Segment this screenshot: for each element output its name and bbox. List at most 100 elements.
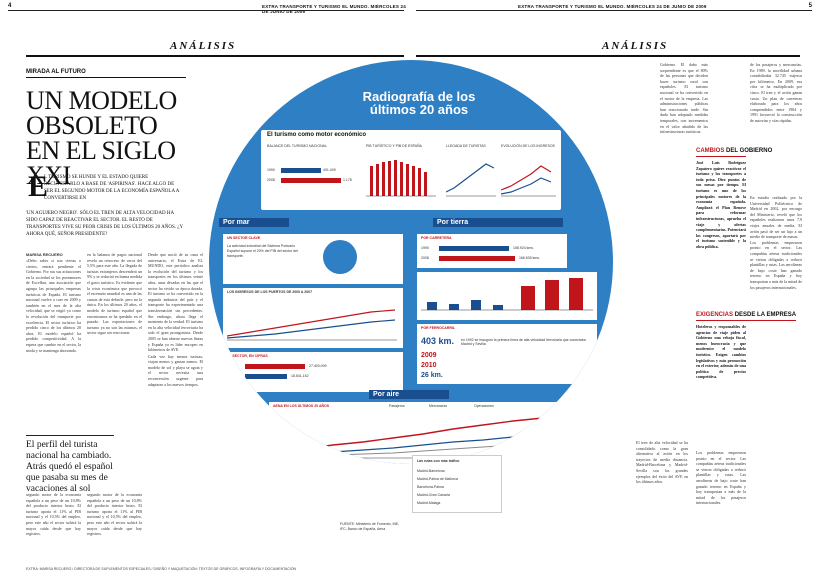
- sector-label: UN SECTOR CLAVE: [227, 236, 261, 240]
- infographic-title: Radiografía de los últimos 20 años: [362, 89, 476, 117]
- regions-chart: [421, 278, 593, 311]
- column-text: Los problemas empezaron pronto en el sec…: [750, 239, 802, 290]
- header-rule: [8, 10, 404, 11]
- credits: EXTRA: MARISA RECUERO / DIRECTORA DE SUP…: [26, 567, 297, 571]
- column-text: Gobierno. El daño más sorprendente es qu…: [660, 62, 708, 135]
- ports-chart: [227, 309, 397, 341]
- column-text: Cada vez hay menos turistas, viajan meno…: [148, 353, 203, 387]
- balance-bar-2008: [281, 178, 341, 183]
- cambios-label: CAMBIOS DEL GOBIERNO: [696, 148, 772, 154]
- road-year: 2008: [421, 256, 429, 260]
- pib-chart: [366, 160, 436, 197]
- tourism-panel: El turismo como motor económico BALANCE …: [261, 130, 561, 210]
- figures-year: 2008: [227, 364, 235, 368]
- label-red-part: EXIGENCIAS: [696, 312, 734, 318]
- road-bar-2008: [439, 256, 515, 261]
- route-item: Barcelona-Palma: [417, 485, 444, 489]
- column-text: Desde que nació de su cuna el aniversari…: [148, 252, 203, 353]
- route-item: Madrid-Gran Canaria: [417, 493, 450, 497]
- aena-line-operations: [273, 442, 544, 458]
- sea-band: Por mar: [219, 218, 289, 227]
- figures-value: 18.541.152: [291, 374, 309, 378]
- pib-bars: [370, 160, 427, 196]
- byline: MARISA RECUERO: [26, 252, 63, 257]
- article-column-1b: segundo motor de la economía española a …: [26, 492, 81, 562]
- land-band: Por tierra: [433, 218, 563, 227]
- section-rule: [416, 55, 800, 57]
- road-bar-1990: [439, 246, 509, 251]
- running-head: EXTRA TRANSPORTE Y TURISMO EL MUNDO. MIÉ…: [262, 4, 406, 14]
- exigencias-label: EXIGENCIAS DESDE LA EMPRESA: [696, 312, 796, 318]
- column-text: En estudio realizado por la Universidad …: [750, 195, 802, 240]
- article-column-3: Desde que nació de su cuna el aniversari…: [148, 252, 203, 572]
- income-line-2: [501, 177, 552, 195]
- ports-label: LOS INGRESOS DE LOS PUERTOS DE 2000 A 20…: [227, 290, 313, 294]
- kicker: MIRADA AL FUTURO: [26, 69, 86, 75]
- article-column-2: en la balanza de pagos nacional revela u…: [87, 252, 142, 427]
- aena-chart: [273, 417, 555, 459]
- legend-cargo: Mercancías: [429, 404, 448, 408]
- income-label: EVOLUCIÓN DE LOS INGRESOS: [501, 144, 555, 148]
- section-title: ANÁLISIS: [602, 40, 669, 52]
- right-column-e: Los problemas empezaron pronto en el sec…: [696, 450, 746, 565]
- label-dark-part: DEL GOBIERNO: [726, 148, 773, 154]
- right-column-d: El tren de alta velocidad se ha consolid…: [636, 440, 688, 565]
- deck-continued: 'UN AGUJERO NEGRO'. SÓLO EL TREN DE ALTA…: [26, 211, 183, 237]
- column-text: Hoteleros y responsables de agencias de …: [696, 324, 746, 380]
- deck: L TURISMO SE HUNDE Y EL ESTADO QUIERE RE…: [44, 175, 180, 201]
- regions-panel: [417, 272, 597, 320]
- arrivals-label: LLEGADA DE TURISTAS: [446, 144, 486, 148]
- column-text: José Luis Rodríguez Zapatero quiere reac…: [696, 160, 746, 249]
- page-number: 5: [808, 3, 812, 9]
- section-rule: [26, 55, 404, 57]
- label-dark-part: DESDE LA EMPRESA: [734, 312, 797, 318]
- ports-panel: LOS INGRESOS DE LOS PUERTOS DE 2000 A 20…: [223, 288, 403, 348]
- rail-panel: POR FERROCARRIL 403 km. en 1992 se inaug…: [417, 324, 597, 384]
- headline: UN MODELO OBSOLETO EN EL SIGLO XXI: [26, 86, 177, 190]
- infographic-circle: Radiografía de los últimos 20 años El tu…: [209, 60, 613, 464]
- label-red-part: CAMBIOS: [696, 148, 725, 154]
- column-text: Los problemas empezaron pronto en el sec…: [696, 450, 746, 506]
- figures-year: 2009: [227, 374, 235, 378]
- income-chart: [501, 165, 556, 197]
- column-text: segundo motor de la economía española a …: [26, 492, 81, 537]
- rail-year-2009: 2009: [421, 352, 437, 359]
- arrivals-chart: [446, 163, 496, 197]
- port-circle-icon: [323, 240, 357, 274]
- column-text: segundo motor de la economía española a …: [87, 492, 142, 537]
- article-column-2b: segundo motor de la economía española a …: [87, 492, 142, 562]
- air-band: Por aire: [369, 390, 449, 399]
- dropcap: E: [28, 170, 49, 203]
- road-value: 166.639 kms.: [519, 256, 541, 260]
- running-head: EXTRA TRANSPORTE Y TURISMO EL MUNDO. MIÉ…: [518, 4, 707, 9]
- column-text: de los pasajeros y mercancías. En 1989, …: [750, 62, 802, 123]
- regions-bars: [427, 278, 583, 310]
- column-text: «Debo saber si son ciertas o ciertos, en…: [26, 258, 81, 353]
- balance-value: 1.178: [343, 178, 352, 182]
- kicker-rule: [26, 77, 186, 78]
- rail-year-2010: 2010: [421, 362, 437, 369]
- sector-panel: UN SECTOR CLAVE La actividad industrial …: [223, 234, 403, 284]
- exigencias-box: Hoteleros y responsables de agencias de …: [696, 324, 746, 444]
- rail-km-26: 26 km.: [421, 372, 443, 379]
- right-column-b: de los pasajeros y mercancías. En 1989, …: [750, 62, 802, 192]
- road-panel: POR CARRETERA 1990 158.924 kms. 2008 166…: [417, 234, 567, 268]
- pib-label: PIB TURÍSTICO Y PIB DE ESPAÑA: [366, 144, 422, 148]
- legend-operations: Operaciones: [474, 404, 494, 408]
- arrivals-line: [446, 163, 495, 193]
- pull-quote: El perfil del turista nacional ha cambia…: [26, 435, 114, 495]
- figures-bar-2008: [245, 364, 305, 369]
- article-column-1: MARISA RECUERO «Debo saber si son cierta…: [26, 252, 81, 427]
- aena-line-cargo: [273, 433, 544, 457]
- sector-text: La actividad industrial del Sistema Port…: [227, 244, 298, 258]
- balance-label: BALANCE DEL TURISMO NACIONAL: [267, 144, 327, 148]
- routes-panel: Las rutas con más tráfico Madrid-Barcelo…: [412, 455, 502, 513]
- label-rule: [696, 156, 746, 157]
- figures-panel: EL SECTOR, EN CIFRAS 2008 27.400.099 200…: [223, 352, 403, 392]
- route-item: Madrid-Palma de Mallorca: [417, 477, 458, 481]
- figures-label: EL SECTOR, EN CIFRAS: [227, 354, 268, 358]
- section-title: ANÁLISIS: [170, 40, 237, 52]
- route-item: Madrid-Málaga: [417, 501, 441, 505]
- route-item: Madrid-Barcelona: [417, 469, 445, 473]
- routes-title: Las rutas con más tráfico: [417, 459, 460, 463]
